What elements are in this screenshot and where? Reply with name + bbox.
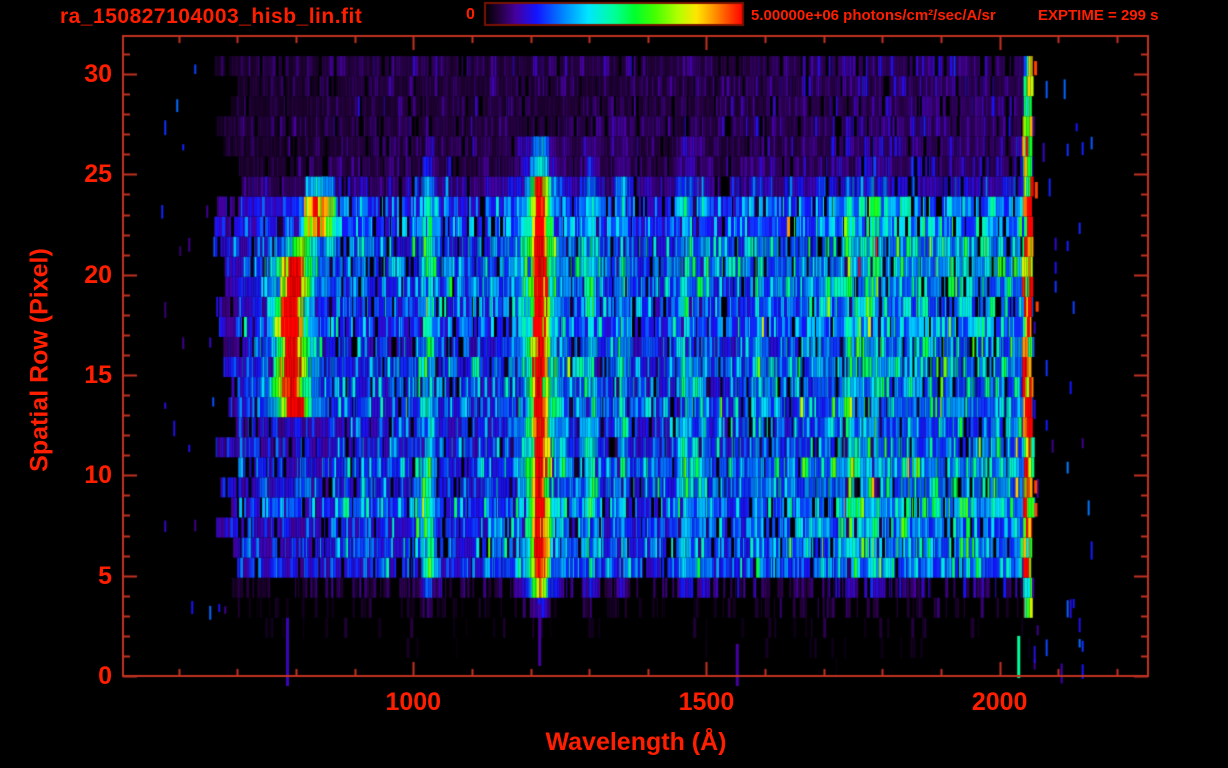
colorbar-min-label: 0 bbox=[466, 6, 475, 23]
y-tick-label: 15 bbox=[84, 361, 112, 390]
x-tick-label: 1500 bbox=[678, 688, 735, 716]
y-tick-label: 5 bbox=[98, 561, 112, 590]
colorbar-max-label: 5.00000e+06 photons/cm²/sec/A/sr bbox=[751, 7, 996, 24]
file-name-title: ra_150827104003_hisb_lin.fit bbox=[60, 5, 363, 28]
y-tick-label: 25 bbox=[84, 160, 112, 189]
y-tick-label: 20 bbox=[84, 260, 112, 289]
x-axis-label: Wavelength (Å) bbox=[545, 728, 727, 756]
x-tick-label: 1000 bbox=[385, 688, 442, 716]
x-tick-label: 2000 bbox=[971, 688, 1028, 716]
y-tick-label: 10 bbox=[84, 461, 112, 490]
y-tick-label: 0 bbox=[98, 662, 112, 690]
exptime-label: EXPTIME = 299 s bbox=[1038, 7, 1159, 24]
y-tick-label: 30 bbox=[84, 60, 112, 89]
